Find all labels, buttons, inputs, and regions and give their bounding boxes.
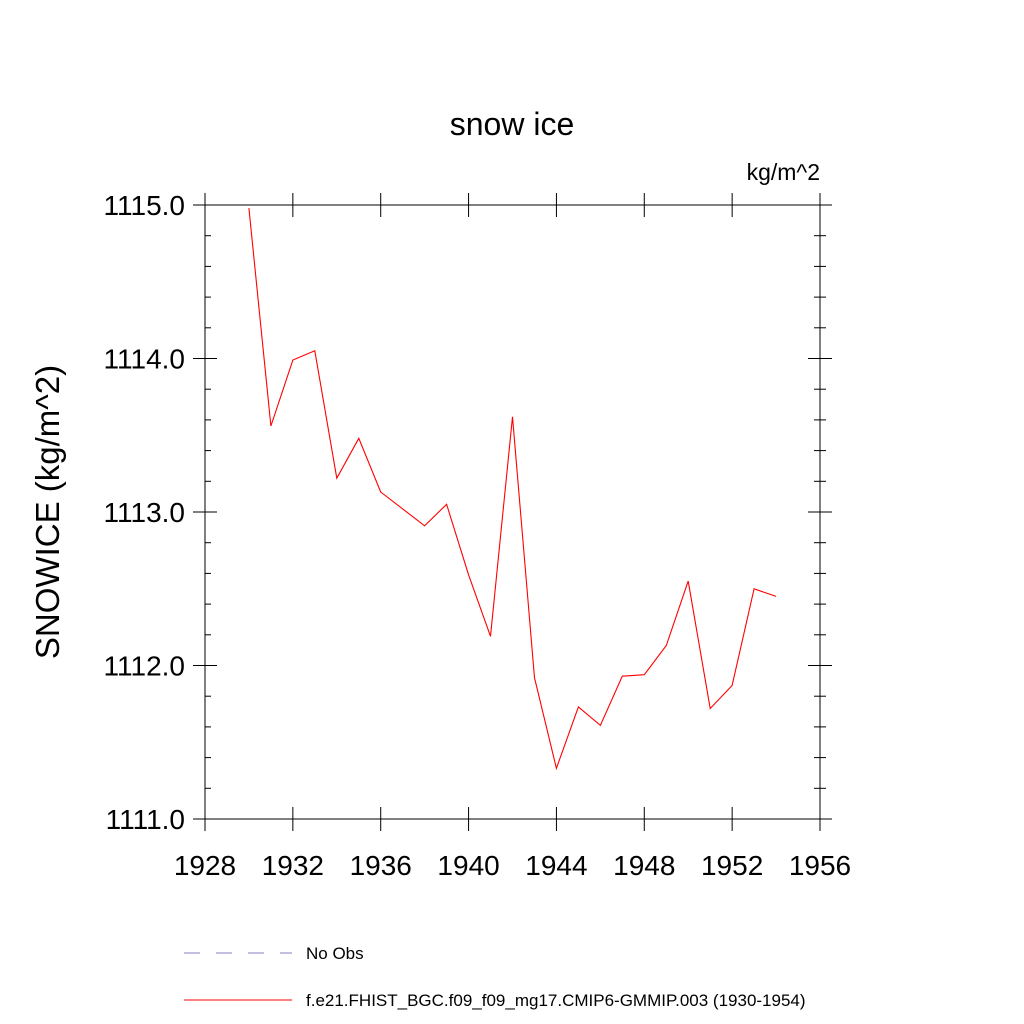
y-tick-label: 1112.0 — [104, 651, 185, 682]
x-tick-label: 1956 — [789, 850, 851, 881]
legend-label-model-run: f.e21.FHIST_BGC.f09_f09_mg17.CMIP6-GMMIP… — [306, 991, 806, 1010]
x-tick-label: 1948 — [613, 850, 675, 881]
plot-frame — [204, 204, 821, 820]
x-axis-ticks: 1928 1932 1936 1940 1944 1948 1952 1956 — [174, 193, 851, 881]
series-layer — [248, 208, 777, 771]
series-line — [248, 208, 777, 771]
x-tick-label: 1940 — [437, 850, 499, 881]
x-tick-label: 1936 — [350, 850, 412, 881]
x-tick-label: 1944 — [525, 850, 587, 881]
y-tick-label: 1114.0 — [104, 344, 185, 375]
x-tick-label: 1932 — [262, 850, 324, 881]
legend: No Obs f.e21.FHIST_BGC.f09_f09_mg17.CMIP… — [184, 944, 806, 1010]
chart-title: snow ice — [450, 106, 575, 142]
x-tick-label: 1928 — [174, 850, 236, 881]
y-axis-ticks: 1111.0 1112.0 1113.0 1114.0 1115.0 — [104, 190, 832, 835]
y-tick-label: 1113.0 — [104, 497, 185, 528]
y-tick-label: 1115.0 — [104, 190, 185, 221]
x-tick-label: 1952 — [701, 850, 763, 881]
units-label: kg/m^2 — [747, 159, 820, 185]
y-axis-label: SNOWICE (kg/m^2) — [29, 365, 66, 659]
y-tick-label: 1111.0 — [106, 804, 185, 835]
legend-label-no-obs: No Obs — [306, 944, 364, 963]
